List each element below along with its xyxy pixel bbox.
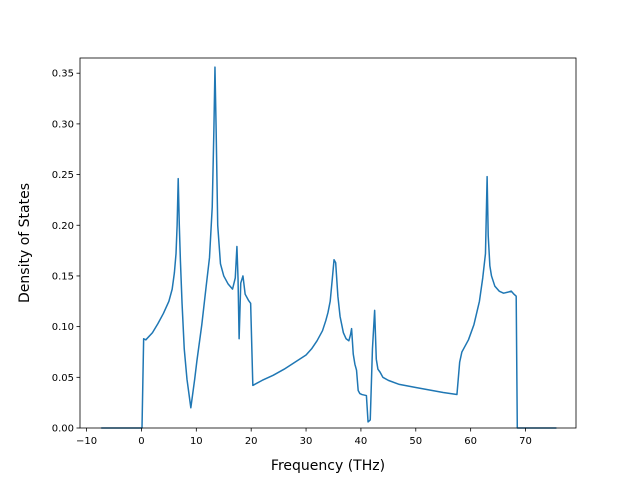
- x-tick-label: 60: [464, 436, 477, 447]
- dos-series-line: [101, 66, 557, 429]
- plot-area: [101, 66, 557, 429]
- y-tick-label: 0.00: [52, 424, 74, 435]
- y-tick-label: 0.25: [52, 170, 74, 181]
- x-tick-label: −10: [76, 436, 97, 447]
- y-axis-label: Density of States: [17, 183, 33, 303]
- y-tick-label: 0.20: [52, 221, 74, 232]
- axes: −10 0 10 20 30 40 50 60 70 0.00 0.05 0.10 0.15 0.20 0.…: [52, 57, 577, 447]
- x-tick-label: 10: [190, 436, 203, 447]
- y-tick-label: 0.05: [52, 373, 74, 384]
- x-tick-label: 30: [300, 436, 313, 447]
- x-tick-label: 50: [409, 436, 422, 447]
- y-tick-label: 0.30: [52, 119, 74, 130]
- axes-frame: [79, 57, 577, 429]
- x-tick-label: 40: [355, 436, 368, 447]
- x-axis-label: Frequency (THz): [271, 458, 385, 474]
- x-tick-label: 70: [519, 436, 532, 447]
- x-tick-label: 0: [138, 436, 144, 447]
- x-tick-label: 20: [245, 436, 258, 447]
- y-tick-label: 0.15: [52, 271, 74, 282]
- y-tick-label: 0.35: [52, 69, 74, 80]
- y-tick-label: 0.10: [52, 322, 74, 333]
